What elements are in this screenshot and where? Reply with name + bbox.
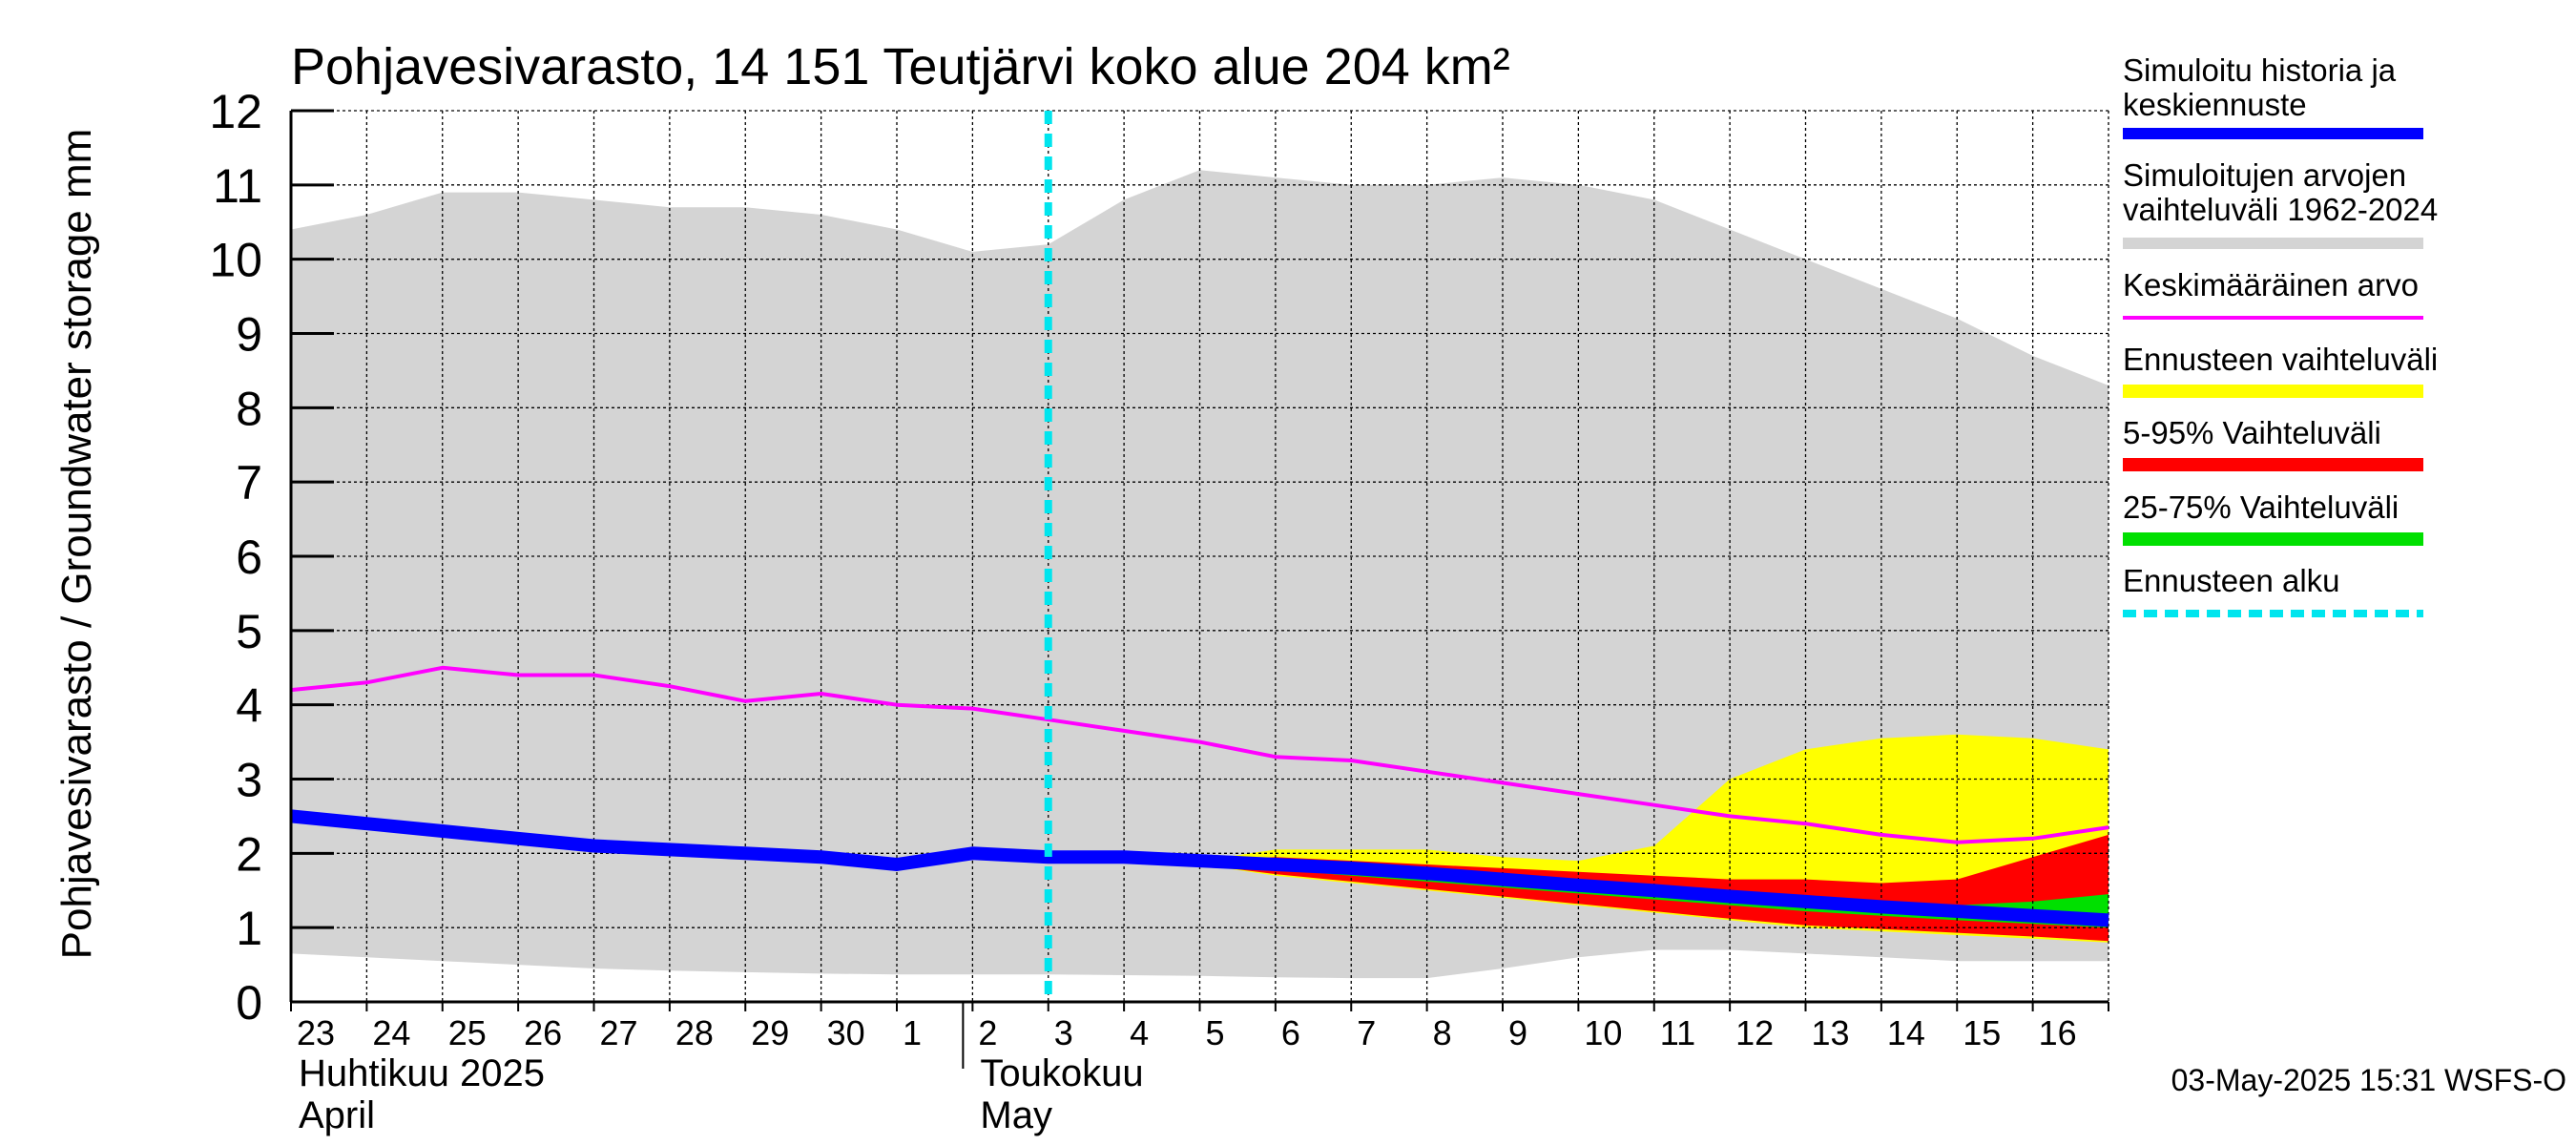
y-tick-label: 5 bbox=[236, 605, 262, 658]
x-tick-label: 27 bbox=[600, 1013, 638, 1052]
simulated-median-line bbox=[290, 809, 2109, 927]
axes bbox=[289, 109, 2109, 1011]
x-tick-labels: 23 24 25 26 27 28 29 30 1 2 3 4 5 6 7 8 9 10 11 12 13 14 15 16 bbox=[297, 1013, 2077, 1052]
y-tick-label: 3 bbox=[236, 754, 262, 807]
y-axis-label: Pohjavesivarasto / Groundwater storage m… bbox=[53, 129, 100, 960]
x-tick-label: 7 bbox=[1357, 1013, 1376, 1052]
x-tick-label: 2 bbox=[978, 1013, 997, 1052]
legend-label: Simuloitu historia ja bbox=[2123, 52, 2397, 88]
y-tick-label: 11 bbox=[213, 159, 262, 213]
month-label-english: May bbox=[980, 1094, 1052, 1136]
month-label-english: April bbox=[299, 1094, 375, 1136]
x-tick-label: 29 bbox=[751, 1013, 789, 1052]
legend-label: 25-75% Vaihteluväli bbox=[2123, 489, 2399, 525]
x-tick-label: 16 bbox=[2039, 1013, 2077, 1052]
y-tick-label: 12 bbox=[209, 85, 262, 138]
x-tick-label: 9 bbox=[1508, 1013, 1527, 1052]
x-tick-label: 11 bbox=[1660, 1013, 1695, 1052]
x-tick-label: 15 bbox=[1963, 1013, 2001, 1052]
legend-label: Ennusteen vaihteluväli bbox=[2123, 342, 2438, 377]
mean-value-line bbox=[290, 665, 2109, 844]
y-tick-label: 2 bbox=[236, 827, 262, 881]
x-tick-label: 4 bbox=[1130, 1013, 1149, 1052]
x-tick-label: 25 bbox=[448, 1013, 487, 1052]
x-tick-label: 23 bbox=[297, 1013, 335, 1052]
x-tick-label: 30 bbox=[827, 1013, 865, 1052]
month-label: Huhtikuu 2025 bbox=[299, 1052, 545, 1094]
x-tick-label: 5 bbox=[1206, 1013, 1225, 1052]
series-lines bbox=[290, 665, 2109, 927]
x-tick-label: 28 bbox=[675, 1013, 714, 1052]
legend-label: Simuloitujen arvojen bbox=[2123, 157, 2406, 193]
legend-label: Keskimääräinen arvo bbox=[2123, 267, 2419, 302]
x-tick-label: 6 bbox=[1281, 1013, 1300, 1052]
y-tick-label: 1 bbox=[236, 902, 262, 955]
x-tick-label: 8 bbox=[1433, 1013, 1452, 1052]
x-tick-label: 12 bbox=[1735, 1013, 1774, 1052]
legend-label: 5-95% Vaihteluväli bbox=[2123, 415, 2381, 450]
chart-title: Pohjavesivarasto, 14 151 Teutjärvi koko … bbox=[291, 38, 1510, 95]
y-tick-label: 9 bbox=[236, 308, 262, 362]
y-tick-label: 8 bbox=[236, 382, 262, 435]
y-tick-label: 4 bbox=[236, 679, 262, 733]
y-tick-label: 0 bbox=[236, 976, 262, 1030]
y-tick-label: 6 bbox=[236, 531, 262, 584]
x-tick-label: 24 bbox=[372, 1013, 410, 1052]
x-tick-label: 1 bbox=[903, 1013, 922, 1052]
x-tick-label: 14 bbox=[1887, 1013, 1925, 1052]
x-tick-label: 10 bbox=[1584, 1013, 1622, 1052]
legend-label: keskiennuste bbox=[2123, 87, 2307, 122]
x-tick-label: 13 bbox=[1812, 1013, 1850, 1052]
legend-label: vaihteluväli 1962-2024 bbox=[2123, 192, 2438, 227]
y-tick-label: 10 bbox=[209, 234, 262, 287]
month-label: Toukokuu bbox=[980, 1052, 1143, 1094]
y-tick-label: 7 bbox=[236, 456, 262, 510]
timestamp-footer: 03-May-2025 15:31 WSFS-O bbox=[2171, 1063, 2566, 1097]
x-tick-label: 26 bbox=[524, 1013, 562, 1052]
x-tick-label: 3 bbox=[1054, 1013, 1073, 1052]
legend-label: Ennusteen alku bbox=[2123, 563, 2340, 598]
